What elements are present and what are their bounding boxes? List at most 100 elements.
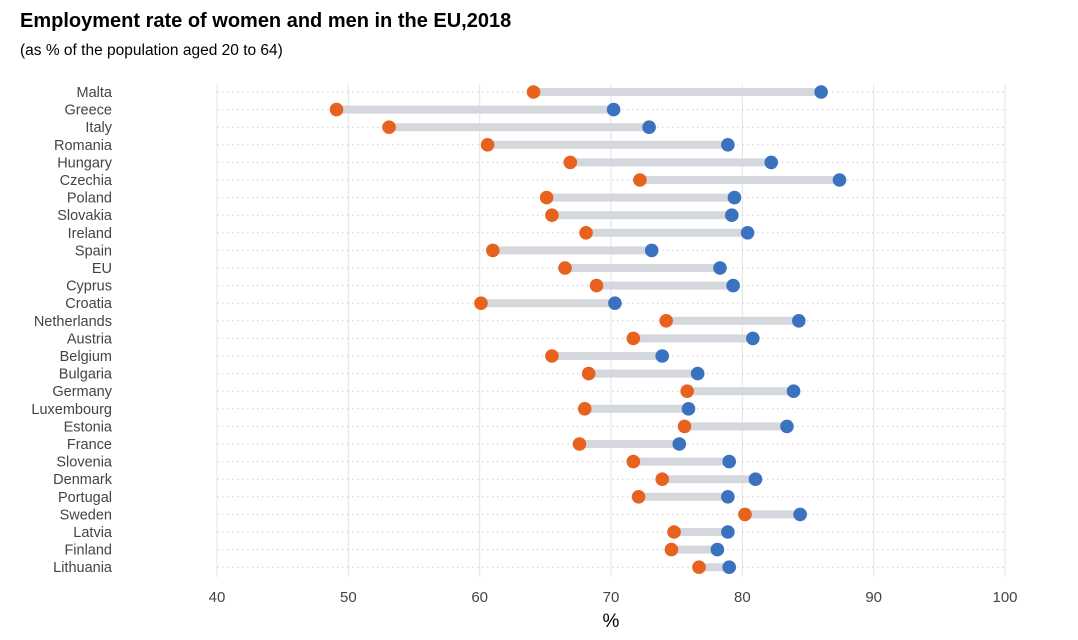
women-point-cyprus [589,278,604,293]
x-tick-label-50: 50 [340,589,357,606]
women-point-italy [382,120,396,134]
women-point-luxembourg [577,402,592,416]
country-label: Finland [64,543,112,559]
women-point-bulgaria [581,366,596,381]
chart-title: Employment rate of women and men in the … [20,10,512,32]
country-label: EU [92,261,112,277]
men-point-france [672,437,687,451]
men-point-finland [710,542,725,557]
x-tick-label-100: 100 [992,589,1017,606]
x-tick-label-40: 40 [209,589,226,606]
men-point-romania [721,138,735,152]
women-point-sweden [738,507,752,522]
women-point-eu [558,261,572,275]
men-point-slovakia [725,208,739,222]
x-tick-label-80: 80 [734,589,751,606]
country-label: Czechia [60,173,113,189]
women-point-poland [539,190,554,205]
country-label: Poland [67,191,112,207]
men-point-latvia [721,525,735,539]
country-label: Greece [64,103,112,119]
women-point-estonia [677,419,692,434]
women-point-belgium [545,349,559,363]
country-label: Croatia [65,296,113,312]
country-label: Slovenia [56,455,113,471]
women-point-latvia [667,525,681,539]
men-point-czechia [832,173,847,187]
country-label: Estonia [64,419,113,435]
country-label: Portugal [58,490,112,506]
country-label: Sweden [60,507,112,523]
x-axis-ticks: 40 50 60 70 80 90 100 [209,589,1018,606]
men-point-lithuania [722,560,736,574]
country-label: Belgium [60,349,112,365]
women-point-croatia [474,296,488,311]
country-label: Hungary [57,155,113,171]
women-point-portugal [631,490,646,504]
men-point-hungary [764,155,779,170]
men-point-cyprus [726,278,740,293]
grid-lines [216,84,1006,577]
women-point-france [572,437,587,451]
connector-lines [336,88,840,572]
women-point-netherlands [659,314,673,328]
women-point-ireland [579,226,593,240]
country-label: Bulgaria [59,367,113,383]
country-label: Austria [67,331,113,347]
country-label: Denmark [53,472,113,488]
women-point-denmark [655,472,670,487]
country-label: Slovakia [57,208,113,224]
women-point-spain [486,243,500,258]
men-point-luxembourg [681,402,696,416]
x-axis-label: % [603,611,620,632]
x-tick-label-90: 90 [865,589,882,606]
chart-subtitle: (as % of the population aged 20 to 64) [20,42,283,59]
men-point-netherlands [792,314,806,328]
men-point-croatia [608,296,622,311]
country-label: Romania [54,138,113,154]
country-label: Italy [85,120,112,136]
men-point-estonia [780,419,794,434]
men-point-eu [713,261,727,275]
men-point-portugal [721,490,735,504]
men-point-italy [642,120,656,134]
women-point-greece [329,102,344,117]
women-point-lithuania [692,560,706,574]
x-tick-label-70: 70 [603,589,620,606]
women-point-finland [664,542,679,557]
men-point-ireland [740,226,755,240]
men-point-malta [814,85,828,99]
men-point-sweden [793,507,807,522]
men-point-spain [644,243,659,258]
country-label: France [67,437,112,453]
data-points [329,85,847,574]
women-point-czechia [633,173,647,187]
country-label: Ireland [68,226,112,242]
men-point-poland [727,190,742,205]
men-point-belgium [655,349,670,363]
men-point-austria [746,331,760,346]
x-tick-label-60: 60 [471,589,488,606]
country-label: Luxembourg [31,402,112,418]
women-point-austria [626,331,641,346]
women-point-romania [480,138,495,152]
country-label: Latvia [73,525,113,541]
country-label: Germany [52,384,112,400]
women-point-slovenia [626,454,641,469]
country-label: Lithuania [53,560,113,576]
men-point-slovenia [722,454,736,469]
country-label: Netherlands [34,314,112,330]
men-point-denmark [748,472,763,487]
men-point-bulgaria [690,366,705,381]
women-point-germany [680,384,694,399]
women-point-slovakia [545,208,559,222]
women-point-hungary [563,155,578,170]
men-point-greece [606,102,621,117]
country-label: Spain [75,243,112,259]
men-point-germany [786,384,801,399]
country-label: Malta [77,85,113,101]
women-point-malta [526,85,541,99]
country-label: Cyprus [66,279,112,295]
